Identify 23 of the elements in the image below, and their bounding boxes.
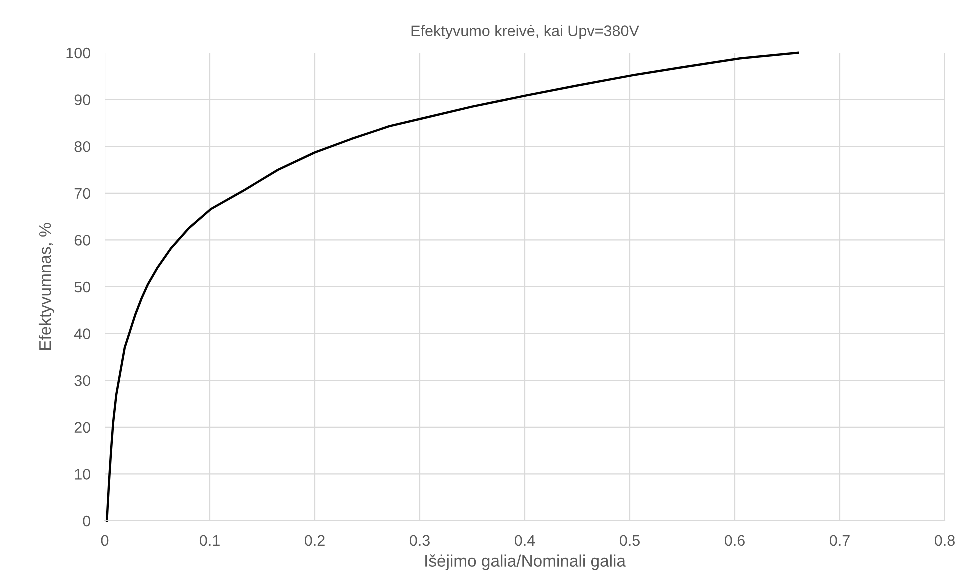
x-tick-label: 0.3 (410, 535, 430, 546)
x-tick-label: 0.7 (830, 535, 850, 546)
y-tick-label: 20 (74, 422, 91, 434)
chart-title: Efektyvumo kreivė, kai Upv=380V (412, 25, 640, 40)
y-tick-label: 90 (74, 94, 91, 106)
x-tick-label: 0 (101, 535, 109, 546)
y-tick-label: 40 (74, 328, 91, 340)
y-tick-label: 60 (74, 235, 91, 246)
x-tick-label: 0.5 (620, 535, 640, 546)
x-axis-title: Išėjimo galia/Nominali galia (426, 554, 626, 570)
x-tick-label: 0.1 (200, 535, 220, 546)
y-axis-title: Efektyvumnas, % (38, 223, 55, 350)
x-tick-label: 0.6 (724, 535, 745, 546)
y-tick-label: 0 (83, 516, 91, 527)
y-tick-label: 30 (74, 375, 91, 386)
y-tick-label: 50 (74, 282, 91, 293)
x-tick-label: 0.4 (514, 535, 536, 546)
x-tick-label: 0.2 (304, 535, 325, 546)
y-tick-label: 70 (74, 188, 91, 200)
y-tick-label: 10 (75, 469, 91, 480)
y-tick-label: 100 (66, 48, 91, 59)
x-tick-label: 0.8 (934, 535, 955, 546)
y-tick-label: 80 (74, 141, 91, 152)
